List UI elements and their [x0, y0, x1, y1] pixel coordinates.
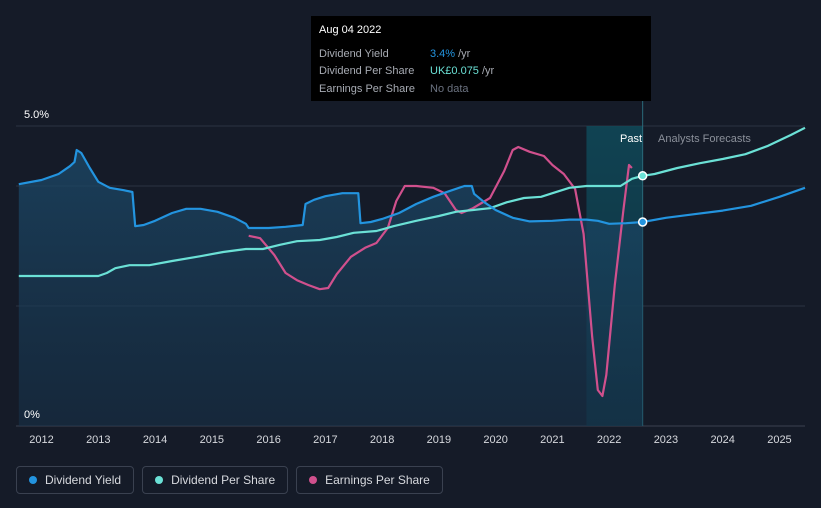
x-tick-label: 2018 [370, 434, 394, 446]
dividend-yield-line [18, 148, 806, 230]
past-region-label: Past [620, 133, 642, 145]
dividend-per-share-line [18, 126, 806, 278]
earnings-per-share-dot-icon [309, 476, 318, 484]
dividend-yield-dot-icon [29, 476, 37, 484]
tooltip-row-earnings-per-share: Earnings Per Share No data [319, 80, 643, 98]
forecast-region-label: Analysts Forecasts [658, 133, 751, 145]
x-tick-label: 2012 [29, 434, 53, 446]
dividend-per-share-dot-icon [155, 476, 164, 484]
x-tick-label: 2013 [86, 434, 110, 446]
legend-item-earnings-per-share[interactable]: Earnings Per Share [296, 466, 443, 494]
x-tick-label: 2017 [313, 434, 337, 446]
tooltip-value: 3.4% [430, 47, 456, 60]
tooltip-key: Dividend Per Share [319, 65, 415, 78]
tooltip-row-dividend-yield: Dividend Yield 3.4% /yr [319, 45, 643, 63]
x-tick-label: 2019 [427, 434, 451, 446]
tooltip-row-dividend-per-share: Dividend Per Share UK£0.075 /yr [319, 63, 643, 81]
x-tick-label: 2024 [710, 434, 734, 446]
tooltip-unit: /yr [481, 65, 495, 78]
dividend-per-share-marker [637, 171, 648, 181]
x-tick-label: 2022 [597, 434, 621, 446]
tooltip-date: Aug 04 2022 [319, 24, 382, 36]
x-tick-label: 2023 [654, 434, 678, 446]
series-lines [18, 126, 806, 398]
legend-label: Earnings Per Share [325, 473, 430, 487]
areas [18, 150, 643, 426]
legend-item-dividend-yield[interactable]: Dividend Yield [16, 466, 135, 494]
tooltip-value: No data [430, 82, 469, 95]
x-tick-label: 2015 [200, 434, 224, 446]
tooltip-key: Dividend Yield [319, 47, 389, 60]
x-tick-label: 2021 [540, 434, 564, 446]
legend-label: Dividend Per Share [171, 473, 276, 487]
dividend-yield-marker [637, 217, 648, 227]
x-axis-ticks: 2012 2013 2014 2015 2016 2017 2018 2019 2020 2021… [29, 434, 791, 446]
tooltip-value: UK£0.075 [430, 65, 479, 78]
y-axis-label-bottom: 0% [24, 409, 40, 421]
earnings-per-share-line [248, 145, 633, 398]
y-axis-label-top: 5.0% [24, 109, 49, 121]
x-tick-label: 2025 [767, 434, 791, 446]
tooltip-key: Earnings Per Share [319, 82, 415, 95]
dividend-yield-area [18, 150, 643, 426]
x-tick-label: 2020 [483, 434, 507, 446]
tooltip: Aug 04 2022 Dividend Yield 3.4% /yr Divi… [311, 16, 651, 101]
x-tick-label: 2014 [143, 434, 167, 446]
legend-item-dividend-per-share[interactable]: Dividend Per Share [142, 466, 289, 494]
markers [637, 171, 648, 227]
x-tick-label: 2016 [256, 434, 280, 446]
legend-label: Dividend Yield [45, 473, 122, 487]
legend: Dividend Yield Dividend Per Share Earnin… [16, 466, 443, 494]
tooltip-unit: /yr [458, 47, 471, 60]
